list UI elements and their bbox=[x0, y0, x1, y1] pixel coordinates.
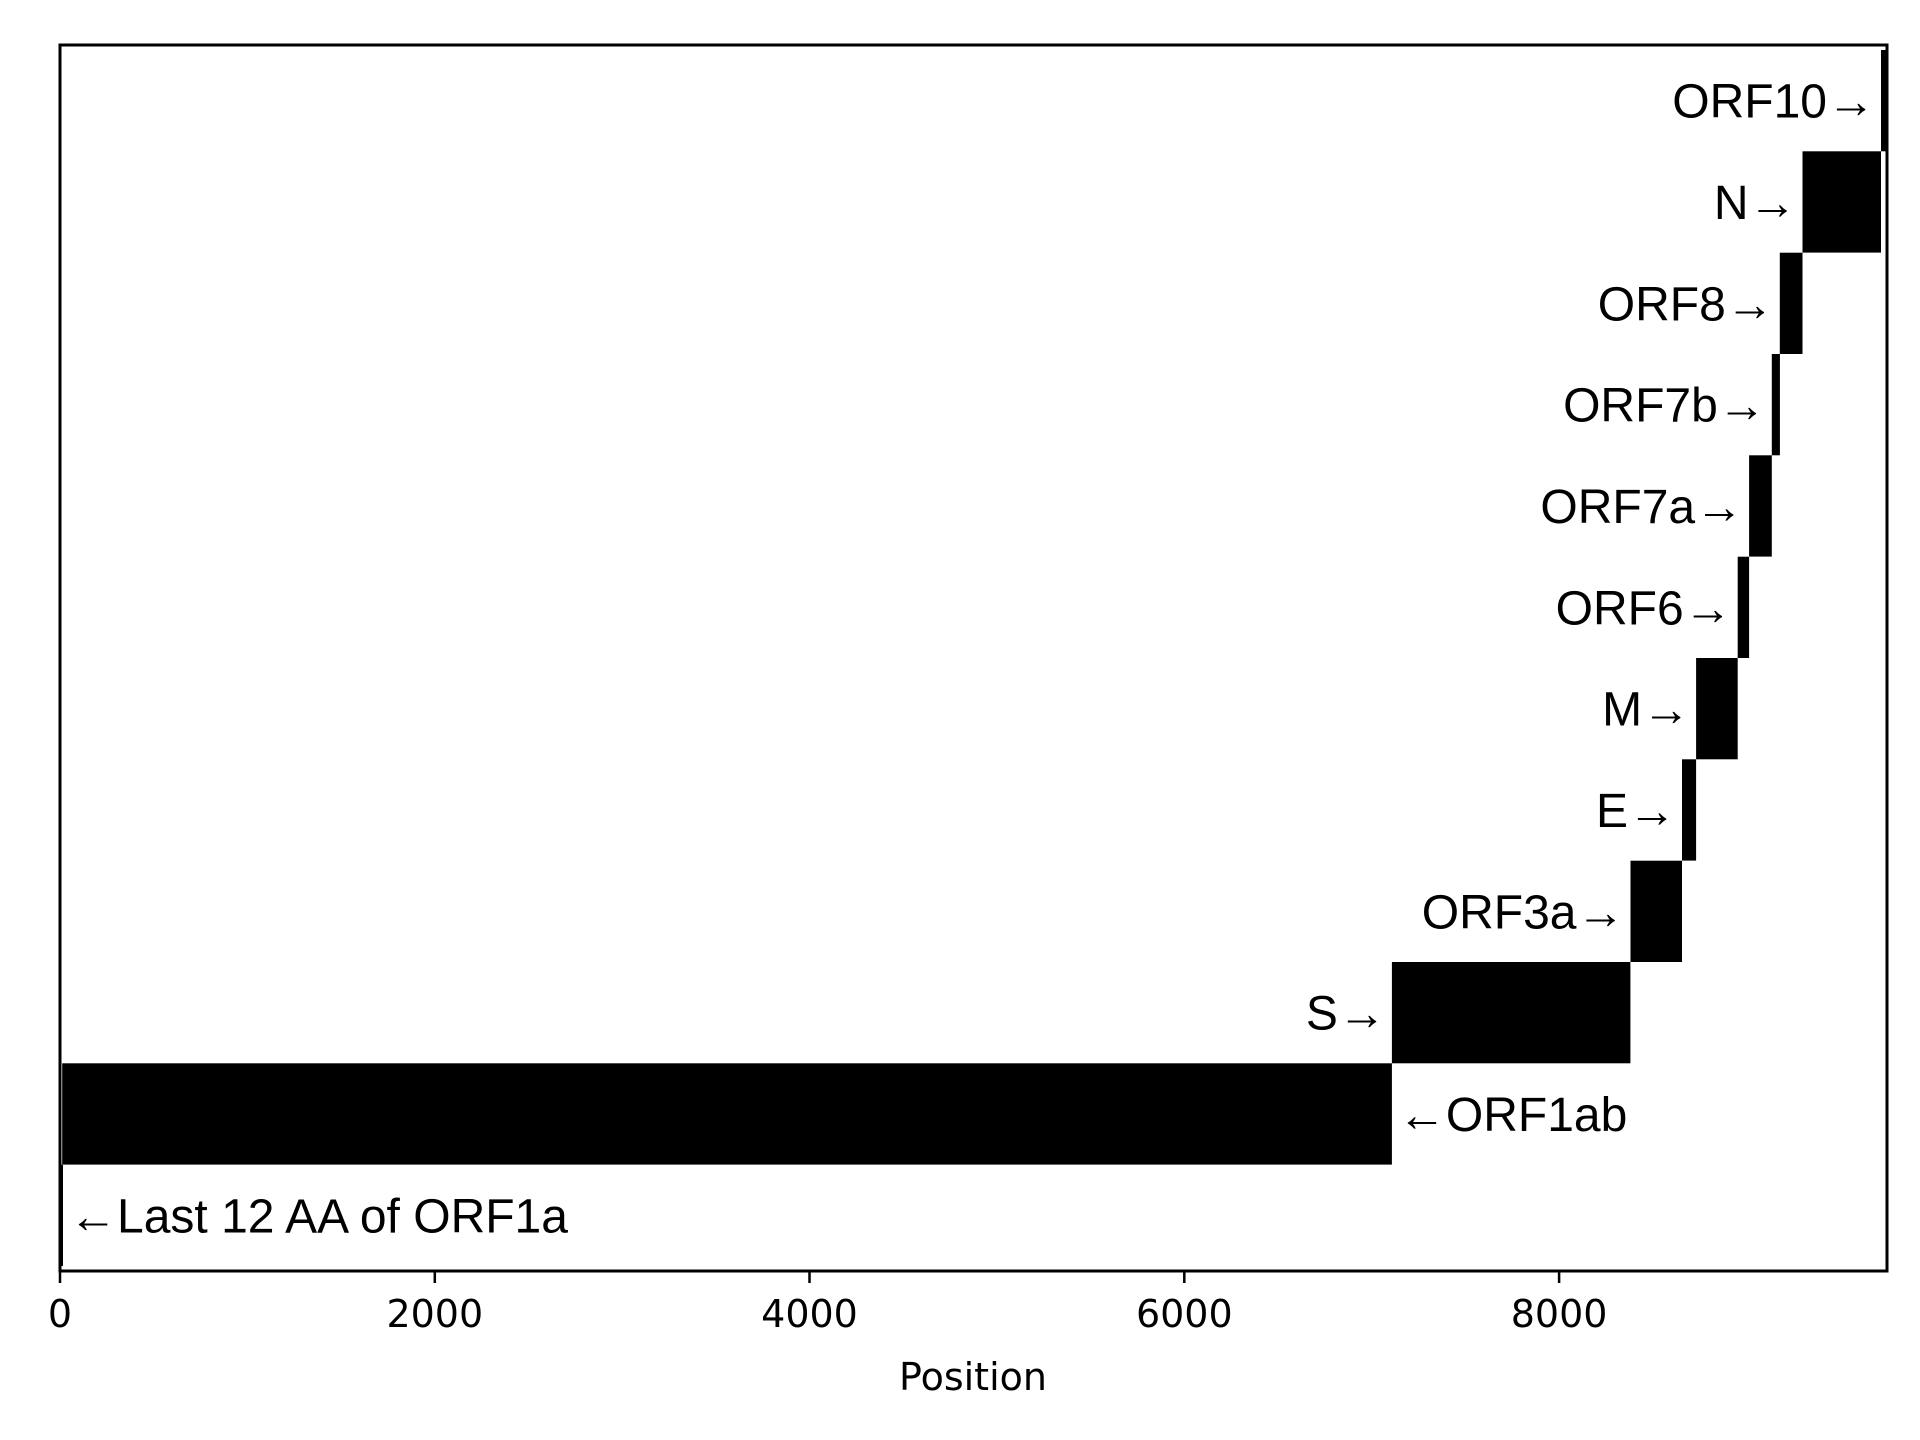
plot-frame bbox=[58, 43, 1889, 1273]
bar-label-7: ORF7a→ bbox=[1540, 481, 1743, 534]
x-tick-label-1: 2000 bbox=[386, 1292, 483, 1336]
x-tick-label-0: 0 bbox=[48, 1292, 72, 1336]
bar-label-5: M→ bbox=[1602, 684, 1690, 737]
bar-label-1: ←ORF1ab bbox=[1398, 1089, 1627, 1142]
bar-5 bbox=[1696, 658, 1738, 760]
x-tick-label-3: 6000 bbox=[1136, 1292, 1233, 1336]
bar-label-3: ORF3a→ bbox=[1422, 886, 1625, 939]
bar-1 bbox=[62, 1063, 1392, 1165]
x-axis-ticks: 0 2000 4000 6000 8000 bbox=[48, 1271, 1608, 1336]
x-tick-label-2: 4000 bbox=[761, 1292, 858, 1336]
bar-6 bbox=[1737, 556, 1750, 658]
bar-label-9: ORF8→ bbox=[1598, 278, 1774, 331]
bar-3 bbox=[1630, 860, 1682, 962]
x-tick-label-4: 8000 bbox=[1511, 1292, 1608, 1336]
bar-11 bbox=[1881, 50, 1889, 152]
bar-label-0: ←Last 12 AA of ORF1a bbox=[69, 1190, 568, 1243]
bar-4 bbox=[1682, 759, 1697, 861]
bar-label-6: ORF6→ bbox=[1556, 582, 1732, 635]
bar-8 bbox=[1771, 354, 1780, 456]
bars-layer bbox=[60, 50, 1889, 1266]
x-axis-label: Position bbox=[899, 1355, 1047, 1399]
bar-2 bbox=[1391, 962, 1631, 1064]
bar-9 bbox=[1779, 252, 1803, 354]
bar-label-2: S→ bbox=[1306, 988, 1386, 1041]
bar-label-4: E→ bbox=[1596, 785, 1676, 838]
bar-label-11: ORF10→ bbox=[1672, 76, 1875, 129]
bar-label-10: N→ bbox=[1714, 177, 1797, 230]
bar-label-8: ORF7b→ bbox=[1563, 380, 1766, 433]
bar-7 bbox=[1749, 455, 1772, 557]
bar-10 bbox=[1802, 151, 1881, 253]
